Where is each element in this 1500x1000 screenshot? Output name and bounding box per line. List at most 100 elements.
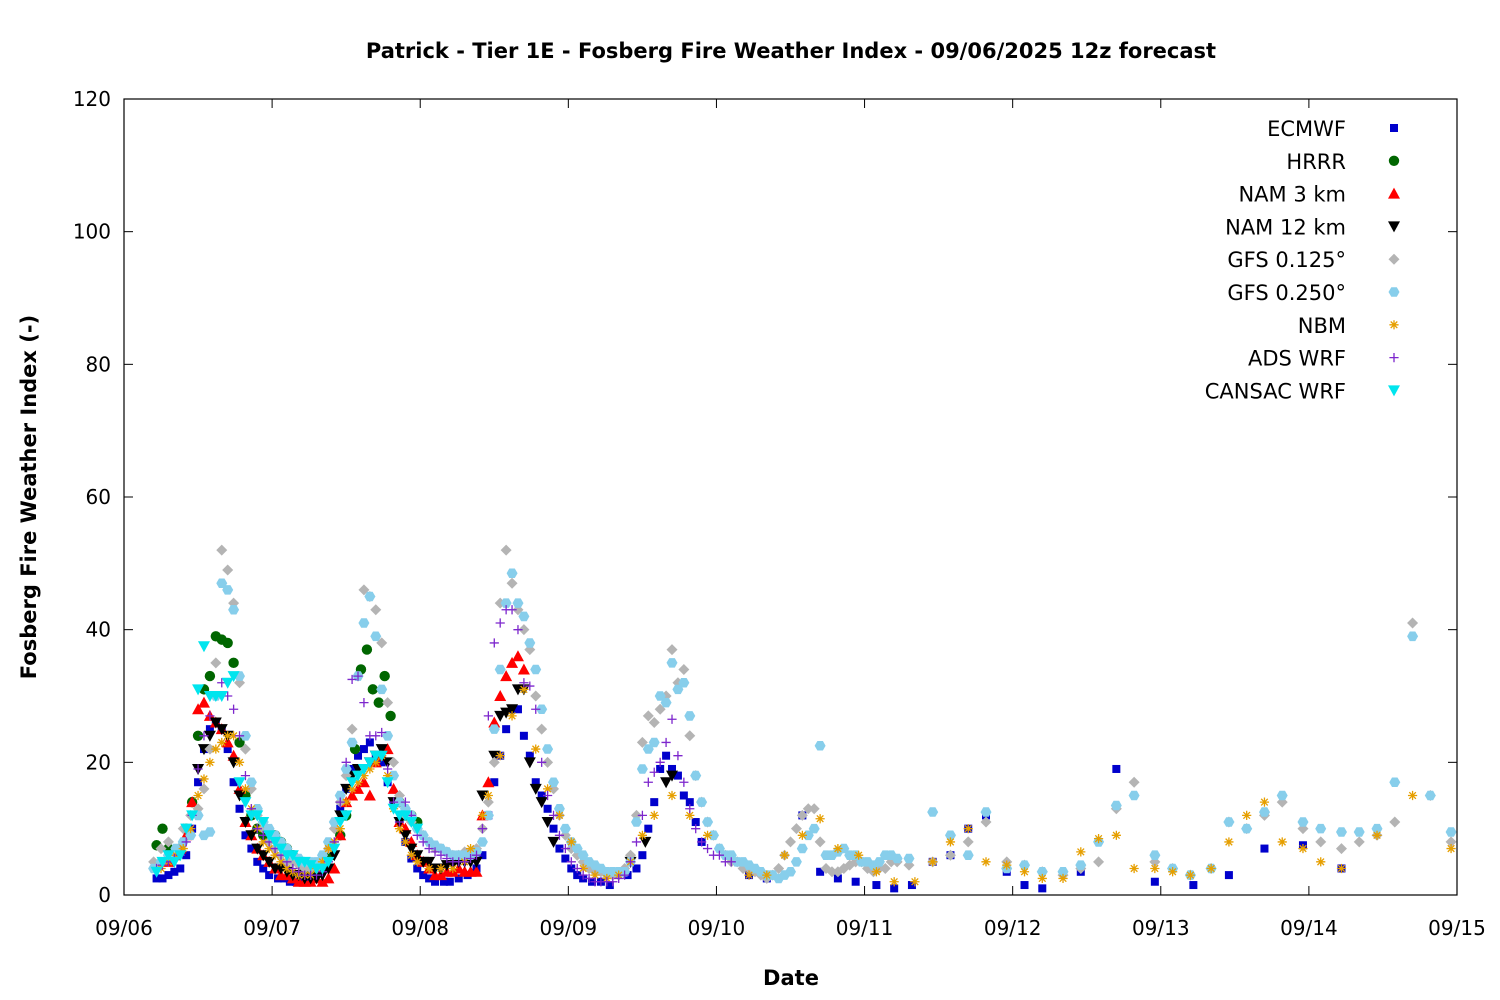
data-point: [229, 731, 239, 741]
data-point: [471, 850, 482, 860]
legend-label: CANSAC WRF: [1205, 379, 1346, 403]
data-point: [632, 864, 641, 873]
data-point: [204, 670, 216, 682]
data-point: [796, 843, 808, 854]
data-point: [910, 877, 920, 887]
data-point: [483, 790, 493, 801]
x-axis-label: Date: [763, 966, 819, 990]
data-point: [233, 777, 246, 789]
data-point: [375, 744, 388, 756]
data-point: [222, 637, 233, 649]
data-point: [439, 877, 448, 886]
data-point: [1093, 834, 1104, 844]
data-point: [1110, 800, 1122, 811]
data-point: [525, 681, 535, 691]
data-point: [535, 797, 548, 809]
data-point: [478, 851, 487, 860]
legend: ECMWF HRRR NAM 3 km NAM 12 km GFS 0.125° GFS …: [1205, 117, 1400, 403]
data-point: [890, 884, 899, 893]
data-point: [424, 843, 434, 854]
data-point: [678, 663, 690, 675]
data-points: [148, 544, 1457, 893]
data-point: [181, 837, 191, 847]
data-point: [1036, 867, 1048, 877]
data-point: [648, 717, 660, 729]
data-point: [229, 704, 239, 714]
data-point: [436, 863, 446, 874]
data-point: [531, 744, 541, 754]
data-point: [222, 564, 234, 576]
data-point: [379, 670, 390, 682]
data-point: [346, 737, 358, 748]
data-point: [460, 857, 470, 867]
data-point: [269, 836, 282, 848]
legend-marker: [1388, 253, 1400, 265]
data-point: [650, 798, 659, 807]
data-point: [547, 836, 560, 848]
x-tick-label: 09/15: [1428, 916, 1486, 940]
data-point: [507, 711, 517, 721]
x-tick-label: 09/11: [836, 916, 894, 940]
data-point: [826, 866, 838, 878]
data-point: [215, 724, 228, 736]
data-point: [328, 850, 341, 862]
data-point: [554, 810, 565, 820]
data-point: [229, 778, 238, 787]
data-point: [367, 684, 379, 695]
data-point: [150, 866, 163, 878]
data-point: [445, 877, 454, 886]
data-point: [567, 864, 576, 873]
data-point: [353, 671, 363, 681]
data-point: [304, 860, 317, 872]
data-point: [666, 644, 678, 656]
data-point: [274, 843, 287, 855]
x-tick-label: 09/10: [688, 916, 746, 940]
data-point: [625, 857, 636, 867]
data-point: [361, 644, 373, 655]
data-point: [346, 777, 359, 789]
x-tick-label: 09/08: [391, 916, 449, 940]
data-point: [1298, 843, 1308, 854]
data-point: [548, 777, 559, 787]
data-point: [477, 810, 488, 820]
data-point: [605, 881, 614, 890]
data-point: [502, 725, 511, 734]
legend-marker: [1389, 320, 1399, 330]
data-point: [174, 850, 187, 862]
data-point: [383, 771, 393, 781]
data-point: [1353, 836, 1365, 848]
data-point: [259, 864, 268, 873]
data-point: [488, 716, 501, 728]
data-point: [168, 856, 181, 868]
legend-label: NAM 3 km: [1238, 183, 1346, 207]
data-point: [1128, 790, 1140, 801]
data-point: [631, 837, 642, 847]
data-point: [265, 871, 274, 880]
data-point: [354, 751, 363, 760]
legend-label: NBM: [1298, 314, 1346, 338]
data-point: [1315, 823, 1327, 834]
data-point: [851, 877, 860, 886]
data-point: [519, 678, 529, 688]
data-point: [211, 744, 221, 754]
data-point: [590, 870, 600, 880]
data-point: [335, 797, 345, 807]
data-point: [662, 751, 671, 760]
legend-marker: [1388, 385, 1400, 397]
data-point: [524, 638, 536, 648]
data-point: [180, 823, 193, 835]
data-point: [518, 611, 530, 622]
data-point: [383, 764, 393, 774]
data-point: [542, 790, 553, 801]
data-point: [702, 843, 713, 854]
data-point: [359, 771, 369, 781]
data-point: [465, 853, 476, 864]
data-point: [251, 810, 264, 822]
data-point: [370, 604, 382, 616]
data-point: [197, 696, 210, 708]
x-tick-label: 09/14: [1280, 916, 1338, 940]
data-point: [340, 764, 352, 774]
x-tick-label: 09/06: [95, 916, 153, 940]
data-point: [399, 830, 412, 842]
